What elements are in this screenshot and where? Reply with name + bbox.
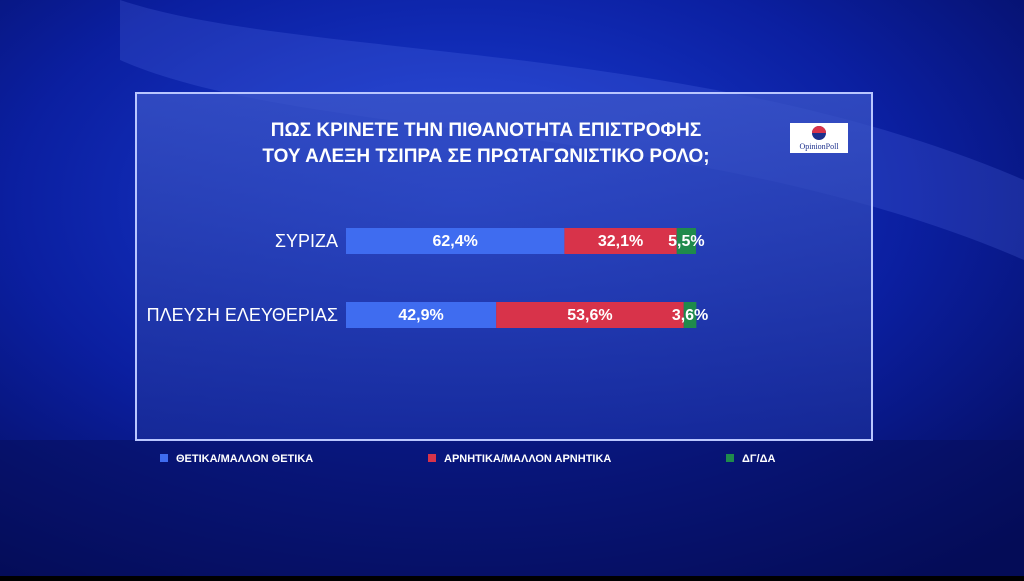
value-label: 53,6% bbox=[567, 307, 612, 324]
panel bbox=[135, 92, 873, 441]
legend-swatch bbox=[160, 454, 168, 462]
value-label: 5,5% bbox=[668, 233, 704, 250]
bar-segment bbox=[564, 228, 677, 254]
floor bbox=[0, 440, 1024, 576]
bar-segment bbox=[683, 302, 697, 328]
legend-label: ΘΕΤΙΚΑ/ΜΑΛΛΟΝ ΘΕΤΙΚΑ bbox=[176, 453, 313, 465]
category-label: ΣΥΡΙΖΑ bbox=[275, 231, 338, 251]
legend-label: ΔΓ/ΔΑ bbox=[742, 453, 775, 465]
value-label: 62,4% bbox=[433, 233, 478, 250]
legend-swatch bbox=[726, 454, 734, 462]
value-label: 3,6% bbox=[672, 307, 708, 324]
value-label: 42,9% bbox=[398, 307, 443, 324]
chart-title: ΤΟΥ ΑΛΕΞΗ ΤΣΙΠΡΑ ΣΕ ΠΡΩΤΑΓΩΝΙΣΤΙΚΟ ΡΟΛΟ; bbox=[262, 146, 709, 167]
bar-segment bbox=[676, 228, 696, 254]
legend-swatch bbox=[428, 454, 436, 462]
bar-segment bbox=[346, 228, 565, 254]
bar-segment bbox=[496, 302, 684, 328]
value-label: 32,1% bbox=[598, 233, 643, 250]
logo-half bbox=[812, 126, 826, 133]
chart-title: ΠΩΣ ΚΡΙΝΕΤΕ ΤΗΝ ΠΙΘΑΝΟΤΗΤΑ ΕΠΙΣΤΡΟΦΗΣ bbox=[271, 120, 701, 141]
bar-segment bbox=[346, 302, 497, 328]
legend-label: ΑΡΝΗΤΙΚΑ/ΜΑΛΛΟΝ ΑΡΝΗΤΙΚΑ bbox=[444, 453, 611, 465]
category-label: ΠΛΕΥΣΗ ΕΛΕΥΘΕΡΙΑΣ bbox=[147, 305, 338, 325]
logo-text: OpinionPoll bbox=[799, 142, 839, 151]
